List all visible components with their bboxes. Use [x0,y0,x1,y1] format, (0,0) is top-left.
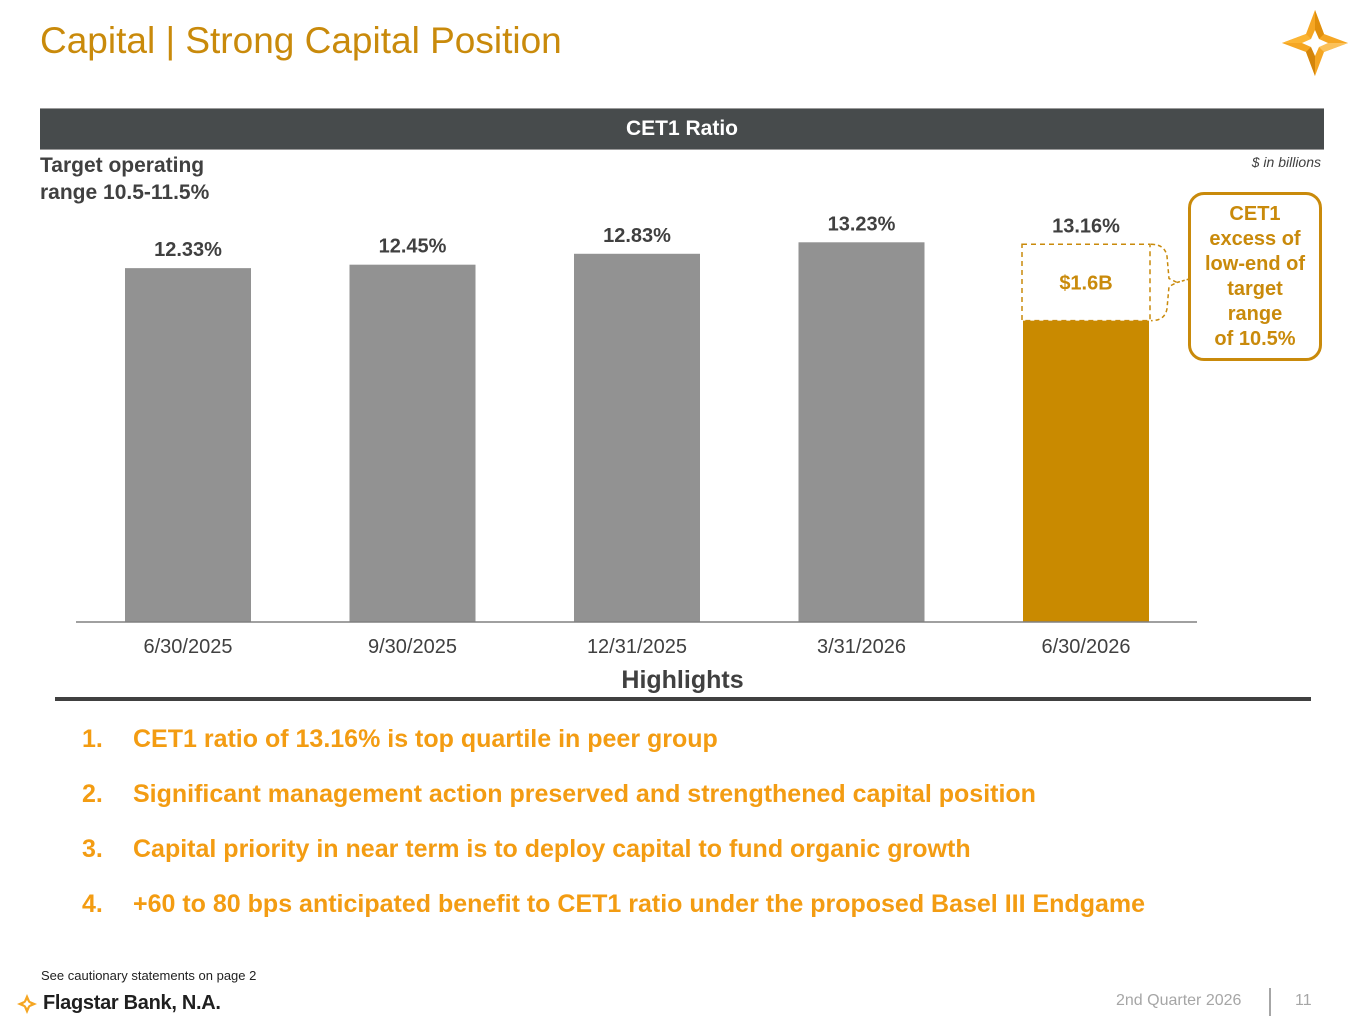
highlight-number: 1. [82,725,103,753]
excess-segment-label: $1.6B [1059,272,1112,294]
x-tick-label: 9/30/2025 [368,636,457,658]
highlight-item: 3. Capital priority in near term is to d… [82,830,1322,885]
footer-brand: Flagstar Bank, N.A. [16,992,221,1015]
highlight-item: 2. Significant management action preserv… [82,775,1322,830]
bar-value-label: 13.23% [828,213,896,235]
highlights-list: 1. CET1 ratio of 13.16% is top quartile … [82,720,1322,940]
x-tick-label: 3/31/2026 [817,636,906,658]
units-note: $ in billions [1251,154,1321,170]
highlight-number: 2. [82,780,103,808]
excess-callout-text: CET1 excess of low-end of target range o… [1205,202,1305,350]
chart-title-band: CET1 Ratio [40,108,1324,150]
x-tick-label: 6/30/2026 [1042,636,1131,658]
page-number: 11 [1295,992,1312,1009]
bar-6/30/2025 [125,268,251,622]
excess-callout: CET1 excess of low-end of target range o… [1188,192,1322,361]
highlights-divider [55,697,1311,701]
flagstar-star-icon [1282,10,1348,76]
quarter-label: 2nd Quarter 2026 [1116,992,1242,1009]
excess-brace [1150,243,1179,322]
bar-12/31/2025 [574,253,700,623]
x-tick-label: 12/31/2025 [587,636,687,658]
page-title: Capital | Strong Capital Position [40,20,562,61]
footnote: See cautionary statements on page 2 [41,968,257,983]
target-range-label: Target operating range 10.5-11.5% [40,154,210,204]
brand-name: Flagstar Bank, N.A. [43,992,221,1014]
highlight-text: Capital priority in near term is to depl… [133,835,971,863]
x-tick-label: 6/30/2025 [144,636,233,658]
highlight-text: +60 to 80 bps anticipated benefit to CET… [133,890,1145,918]
bar-value-label: 12.83% [603,225,671,247]
footer-divider [1269,988,1271,1016]
bar-3/31/2026 [798,242,925,622]
highlight-text: Significant management action preserved … [133,780,1036,808]
bar-value-label: 12.33% [154,239,222,261]
flagstar-star-small-icon [17,993,37,1014]
highlights-title: Highlights [621,666,744,694]
chart-title: CET1 Ratio [625,117,738,140]
bar-9/30/2025 [349,264,476,622]
highlight-item: 4. +60 to 80 bps anticipated benefit to … [82,885,1322,940]
highlight-item: 1. CET1 ratio of 13.16% is top quartile … [82,720,1322,775]
highlight-number: 4. [82,890,103,918]
bar-value-label: 12.45% [379,236,447,258]
highlight-number: 3. [82,835,103,863]
bar-value-label: 13.16% [1052,215,1120,237]
bar-6/30/2026 [1023,320,1149,622]
highlight-text: CET1 ratio of 13.16% is top quartile in … [133,725,718,753]
excess-segment-outline [1021,243,1151,322]
